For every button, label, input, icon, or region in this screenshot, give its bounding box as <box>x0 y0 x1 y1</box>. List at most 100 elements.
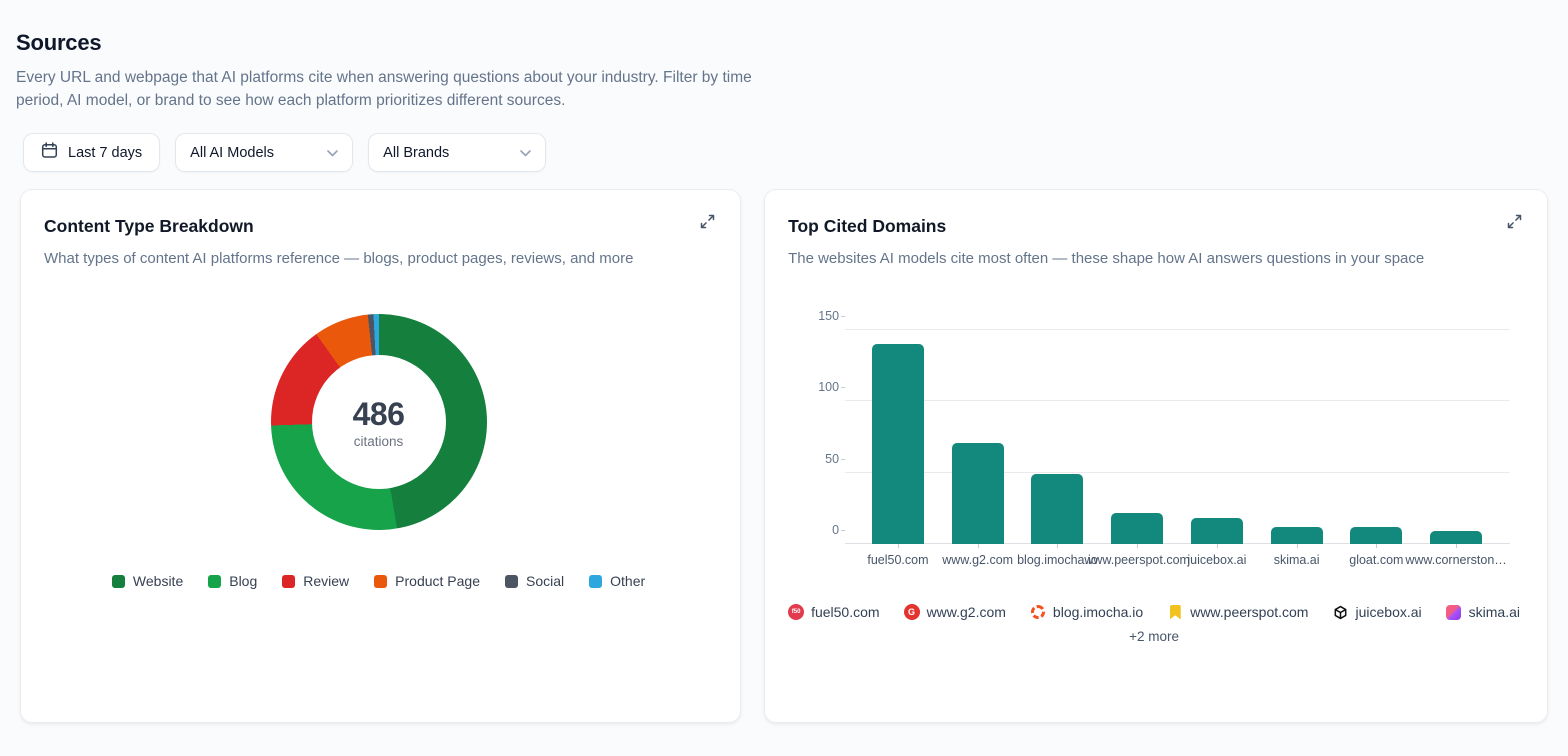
ai-model-select[interactable]: All AI Models <box>175 133 354 172</box>
bar-slot: www.cornerston… <box>1405 322 1507 567</box>
bar <box>1111 512 1164 544</box>
page-header: Sources Every URL and webpage that AI pl… <box>0 0 1568 112</box>
domain-item-juicebox: juicebox.ai <box>1332 604 1422 620</box>
domain-label: www.peerspot.com <box>1190 604 1309 620</box>
legend-item-review: Review <box>282 573 349 589</box>
x-tick <box>1456 544 1458 548</box>
product-page-swatch <box>374 574 388 588</box>
top-domains-card: Top Cited Domains The websites AI models… <box>764 189 1548 723</box>
y-tick-150: 150 <box>818 309 846 323</box>
bar-slot: www.peerspot.com <box>1084 322 1190 567</box>
domain-label: fuel50.com <box>811 604 880 620</box>
x-tick <box>1057 544 1059 548</box>
bar <box>871 344 924 544</box>
calendar-icon <box>41 142 58 163</box>
bars: fuel50.com www.g2.com blog.imocha.io www… <box>858 322 1507 567</box>
gridline <box>845 400 1510 401</box>
website-swatch <box>111 574 125 588</box>
bar-slot: gloat.com <box>1336 322 1416 567</box>
bar <box>951 442 1004 544</box>
juicebox-favicon <box>1332 604 1348 620</box>
citation-total-label: citations <box>353 433 404 449</box>
chevron-down-icon <box>327 145 338 161</box>
bar-x-label: blog.imocha.io <box>1017 553 1098 567</box>
expand-button[interactable] <box>694 210 720 236</box>
chevron-down-icon <box>520 145 531 161</box>
x-tick <box>977 544 979 548</box>
legend-label: Website <box>132 573 184 589</box>
x-tick <box>897 544 899 548</box>
bar-x-label: fuel50.com <box>867 553 929 567</box>
domain-item-fuel50: f50 fuel50.com <box>788 604 880 620</box>
expand-icon <box>698 212 717 234</box>
bar <box>1031 474 1084 544</box>
legend-item-website: Website <box>111 573 184 589</box>
bar-x-label: skima.ai <box>1273 553 1320 567</box>
domain-item-peerspot: www.peerspot.com <box>1167 604 1308 620</box>
bar-slot: www.g2.com <box>938 322 1018 567</box>
skima-favicon <box>1446 604 1462 620</box>
bar-slot: juicebox.ai <box>1177 322 1257 567</box>
date-range-label: Last 7 days <box>68 144 143 161</box>
date-range-button[interactable]: Last 7 days <box>23 133 161 172</box>
domain-label: juicebox.ai <box>1355 604 1422 620</box>
page-description: Every URL and webpage that AI platforms … <box>16 69 752 109</box>
brand-select[interactable]: All Brands <box>368 133 547 172</box>
legend-label: Social <box>526 573 565 589</box>
gridline <box>845 472 1510 473</box>
content-type-card: Content Type Breakdown What types of con… <box>20 189 742 723</box>
content-type-card-title: Content Type Breakdown <box>44 216 254 236</box>
y-tick-0: 0 <box>832 523 846 537</box>
bar-x-label: juicebox.ai <box>1187 553 1247 567</box>
bar-x-label: www.peerspot.com <box>1084 553 1190 567</box>
g2-favicon: G <box>903 604 920 620</box>
content-type-legend: Website Blog Review Product Page Social … <box>44 573 713 589</box>
domain-label: blog.imocha.io <box>1052 604 1144 620</box>
x-tick <box>1376 544 1378 548</box>
x-tick <box>1137 544 1139 548</box>
gridline <box>845 329 1510 330</box>
x-tick <box>1296 544 1298 548</box>
filter-bar: Last 7 days All AI Models All Brands <box>23 133 1552 172</box>
bar-x-label: www.cornerston… <box>1405 553 1507 567</box>
domain-label: skima.ai <box>1468 604 1520 620</box>
legend-label: Review <box>303 573 350 589</box>
legend-item-social: Social <box>505 573 564 589</box>
legend-item-blog: Blog <box>208 573 257 589</box>
bar-x-label: gloat.com <box>1349 553 1404 567</box>
domain-item-skima: skima.ai <box>1446 604 1520 620</box>
peerspot-favicon <box>1167 604 1183 620</box>
social-swatch <box>505 574 519 588</box>
y-tick-50: 50 <box>825 452 846 466</box>
top-domains-card-title: Top Cited Domains <box>788 216 947 236</box>
donut-chart-area: 486 citations <box>44 314 713 530</box>
top-domains-card-subtitle: The websites AI models cite most often —… <box>788 250 1425 267</box>
imocha-favicon <box>1030 604 1046 620</box>
legend-label: Product Page <box>395 573 481 589</box>
bar <box>1350 526 1403 544</box>
content-type-donut-chart: 486 citations <box>270 314 487 530</box>
bar-slot: skima.ai <box>1257 322 1337 567</box>
bar <box>1190 518 1243 544</box>
fuel50-favicon: f50 <box>788 604 805 620</box>
content-type-card-subtitle: What types of content AI platforms refer… <box>44 250 634 267</box>
cards-row: Content Type Breakdown What types of con… <box>20 189 1548 723</box>
y-tick-100: 100 <box>818 380 846 394</box>
top-domains-bar-chart: 150 100 50 0 fuel50.com www.g2.com blog.… <box>818 309 1510 567</box>
expand-button[interactable] <box>1501 210 1527 236</box>
domain-item-g2: G www.g2.com <box>903 604 1006 620</box>
domain-label: www.g2.com <box>926 604 1006 620</box>
page-title: Sources <box>16 30 102 55</box>
legend-label: Blog <box>229 573 258 589</box>
donut-center: 486 citations <box>311 355 446 489</box>
bar-slot: fuel50.com <box>858 322 938 567</box>
x-tick <box>1216 544 1218 548</box>
review-swatch <box>282 574 296 588</box>
more-domains-link[interactable]: +2 more <box>1129 629 1179 644</box>
bar <box>1270 526 1323 544</box>
expand-icon <box>1505 212 1524 234</box>
bar-slot: blog.imocha.io <box>1017 322 1098 567</box>
blog-swatch <box>208 574 222 588</box>
bar <box>1430 531 1483 544</box>
legend-item-other: Other <box>589 573 645 589</box>
